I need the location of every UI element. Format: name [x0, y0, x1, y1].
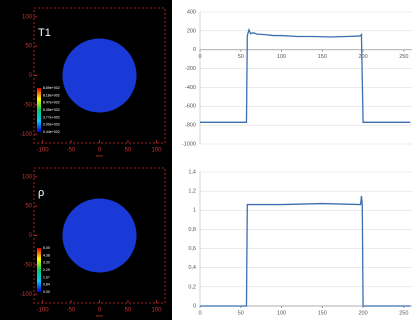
data-line: [200, 30, 410, 122]
x-tick-label: -50: [67, 308, 76, 314]
colorbar-label: 2.00e+002: [43, 123, 60, 127]
x-tick-label: 100: [151, 308, 162, 314]
x-tick-label: -50: [67, 148, 76, 154]
y-tick-label: 100: [22, 14, 33, 20]
colorbar: [37, 88, 41, 132]
y-tick-label: -1000: [182, 141, 196, 147]
y-tick-label: 0: [193, 303, 196, 309]
y-tick-label: -100: [20, 292, 33, 298]
colorbar-label: 3.77e+002: [43, 115, 60, 119]
colorbar-label: 8.89e+002: [43, 86, 60, 90]
y-tick-label: 50: [25, 204, 32, 210]
x-tick-label: 100: [277, 54, 286, 60]
y-tick-label: -800: [185, 123, 196, 129]
colorbar-label: 0.84: [43, 283, 50, 287]
y-tick-label: -50: [23, 262, 32, 268]
x-tick-label: 100: [277, 310, 286, 316]
x-axis-label: mm: [96, 313, 103, 318]
colorbar-label: 5.05e+002: [43, 108, 60, 112]
x-tick-label: -100: [37, 148, 50, 154]
x-tick-label: 0: [198, 310, 201, 316]
x-axis-label: mm: [96, 153, 103, 158]
x-tick-label: 50: [238, 54, 244, 60]
y-tick-label: 400: [187, 9, 196, 15]
sample-disk: [62, 198, 136, 272]
sample-disk: [62, 38, 136, 112]
colorbar-label: 8.18e+002: [43, 93, 60, 97]
y-tick-label: 1,2: [188, 189, 196, 195]
data-line: [200, 196, 410, 306]
y-tick-label: 0,6: [188, 246, 196, 252]
x-tick-label: 50: [238, 310, 244, 316]
y-tick-label: 0,2: [188, 284, 196, 290]
y-tick-label: 1,4: [188, 169, 196, 175]
x-tick-label: 100: [151, 148, 162, 154]
y-tick-label: -200: [185, 66, 196, 72]
panel-title: ρ: [38, 187, 44, 199]
colorbar-label: 5.00: [43, 246, 50, 250]
y-tick-label: 0,4: [188, 265, 196, 271]
colorbar-label: 0.44e+002: [43, 130, 60, 134]
x-tick-label: 200: [358, 54, 367, 60]
y-tick-label: 100: [22, 174, 33, 180]
y-tick-label: 50: [25, 44, 32, 50]
figure: -100-50050100-100-50050100mmT18.89e+0028…: [0, 0, 419, 320]
y-tick-label: -50: [23, 102, 32, 108]
y-tick-label: 200: [187, 28, 196, 34]
y-tick-label: 0: [193, 47, 196, 53]
x-tick-label: 250: [399, 54, 408, 60]
colorbar-label: 4.38: [43, 253, 50, 257]
x-tick-label: 250: [399, 310, 408, 316]
x-tick-label: 50: [125, 308, 132, 314]
y-tick-label: 0,8: [188, 227, 196, 233]
colorbar-label: 0.00: [43, 290, 50, 294]
x-tick-label: 0: [198, 54, 201, 60]
panel-title: T1: [38, 27, 51, 39]
y-tick-label: -100: [20, 132, 33, 138]
x-tick-label: 50: [125, 148, 132, 154]
y-tick-label: 1: [193, 208, 196, 214]
colorbar-label: 3.30: [43, 261, 50, 265]
colorbar: [37, 248, 41, 292]
colorbar-label: 2.29: [43, 268, 50, 272]
colorbar-label: 6.47e+002: [43, 101, 60, 105]
y-tick-label: -400: [185, 85, 196, 91]
x-tick-label: 200: [358, 310, 367, 316]
y-tick-label: -600: [185, 104, 196, 110]
x-tick-label: 150: [318, 54, 327, 60]
x-tick-label: 150: [318, 310, 327, 316]
colorbar-label: 1.67: [43, 275, 50, 279]
x-tick-label: -100: [37, 308, 50, 314]
